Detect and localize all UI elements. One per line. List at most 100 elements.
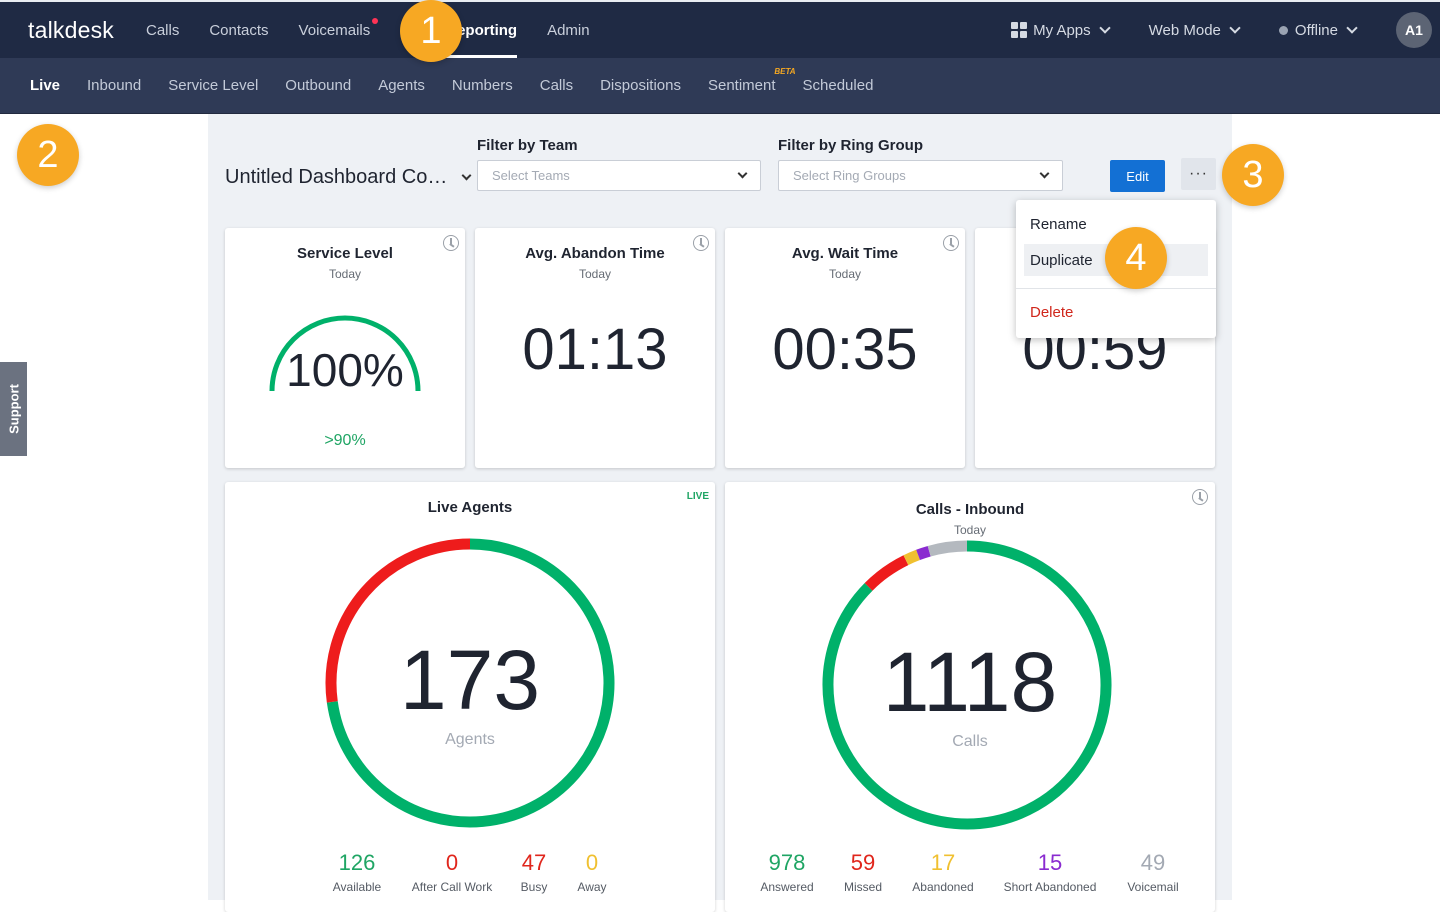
stat-label: Abandoned — [912, 880, 974, 894]
avatar[interactable]: A1 — [1396, 12, 1432, 48]
stat-value: 0 — [585, 850, 599, 875]
main-nav: Calls Contacts Voicemails Reporting Admi… — [146, 2, 620, 58]
stat-value: 126 — [338, 850, 376, 875]
stat-label: Answered — [760, 880, 814, 894]
stat-answered: 978 Answered — [755, 850, 819, 894]
clock-icon[interactable] — [443, 235, 459, 251]
card-title: Avg. Wait Time — [791, 245, 899, 262]
avg-wait-value: 00:35 — [772, 317, 918, 382]
nav-admin-label: Admin — [547, 21, 590, 39]
live-badge: LIVE — [686, 491, 709, 502]
chevron-down-icon — [737, 168, 748, 179]
filter-ring-placeholder: Select Ring Groups — [793, 168, 906, 183]
nav-voicemails-label: Voicemails — [298, 21, 371, 39]
gauge-arc — [269, 315, 421, 392]
card-subtitle: Today — [578, 267, 612, 281]
agents-unit: Agents — [445, 731, 495, 748]
filter-team-select[interactable]: Select Teams — [477, 160, 761, 191]
tab-dispositions[interactable]: Dispositions — [600, 77, 681, 94]
stat-value: 0 — [445, 850, 459, 875]
stat-value: 15 — [1037, 850, 1063, 875]
service-level-gauge — [269, 315, 421, 392]
chevron-down-icon — [461, 170, 472, 181]
stat-label: Available — [332, 880, 382, 894]
tab-outbound[interactable]: Outbound — [285, 77, 352, 94]
reporting-subnav: Live Inbound Service Level Outbound Agen… — [0, 58, 1440, 114]
dashboard-title: Untitled Dashboard Co… — [225, 166, 448, 188]
chevron-down-icon — [1229, 21, 1241, 34]
stat-after-call-work: 0 After Call Work — [402, 850, 502, 894]
nav-voicemails[interactable]: Voicemails — [298, 2, 379, 58]
tab-sentiment[interactable]: Sentiment BETA — [708, 67, 796, 94]
tab-calls[interactable]: Calls — [539, 77, 574, 94]
chevron-down-icon — [1346, 21, 1358, 34]
filter-ring-select[interactable]: Select Ring Groups — [778, 160, 1063, 191]
tab-numbers[interactable]: Numbers — [451, 77, 513, 94]
donut-segment-short-abandoned — [916, 545, 931, 561]
chevron-down-icon — [1039, 168, 1050, 179]
chevron-down-icon — [1098, 21, 1111, 34]
card-title: Live Agents — [427, 499, 513, 516]
web-mode-menu[interactable]: Web Mode — [1148, 21, 1241, 39]
menu-rename[interactable]: Rename — [1030, 215, 1087, 233]
support-tab[interactable]: Support — [0, 362, 27, 456]
nav-reporting-label: Reporting — [446, 21, 518, 39]
my-apps-menu[interactable]: My Apps — [1011, 21, 1111, 39]
clock-icon[interactable] — [943, 235, 959, 251]
menu-delete[interactable]: Delete — [1030, 303, 1074, 321]
tab-scheduled[interactable]: Scheduled — [802, 77, 874, 94]
live-agents-card[interactable]: Live Agents LIVE 173 Agents 126 Availabl… — [225, 482, 715, 912]
filter-team-placeholder: Select Teams — [492, 168, 570, 183]
stat-busy: 47 Busy — [514, 850, 554, 894]
clock-icon[interactable] — [693, 235, 709, 251]
stat-label: After Call Work — [411, 880, 493, 894]
calls-inbound-donut — [822, 540, 1112, 830]
step-badge-1: 1 — [400, 0, 462, 62]
apps-grid-icon — [1011, 22, 1028, 38]
stat-abandoned: 17 Abandoned — [908, 850, 978, 894]
stat-value: 49 — [1140, 850, 1166, 875]
clock-icon[interactable] — [1192, 489, 1208, 505]
tab-inbound[interactable]: Inbound — [87, 77, 142, 94]
filter-team-label: Filter by Team — [477, 137, 578, 154]
stat-label: Missed — [843, 880, 882, 894]
tab-service-level[interactable]: Service Level — [168, 77, 259, 94]
donut-segment-available — [326, 538, 615, 828]
stat-label: Short Abandoned — [1003, 880, 1097, 894]
nav-admin[interactable]: Admin — [547, 2, 590, 58]
avg-abandon-card[interactable]: Avg. Abandon Time Today 01:13 — [475, 228, 715, 468]
live-agents-donut — [325, 538, 615, 828]
web-mode-label: Web Mode — [1148, 21, 1221, 39]
more-options-button[interactable]: ··· — [1181, 158, 1216, 190]
service-level-target: >90% — [324, 432, 366, 449]
avg-wait-card[interactable]: Avg. Wait Time Today 00:35 — [725, 228, 965, 468]
stat-label: Away — [577, 880, 607, 894]
donut-segment-abandoned — [903, 549, 921, 566]
status-dot-icon — [1278, 25, 1288, 35]
stat-value: 978 — [768, 850, 806, 875]
tab-live[interactable]: Live — [30, 77, 61, 94]
step-badge-2: 2 — [17, 124, 79, 186]
step-badge-3: 3 — [1222, 144, 1284, 206]
stat-label: Voicemail — [1127, 880, 1179, 894]
edit-button[interactable]: Edit — [1110, 160, 1165, 192]
support-label: Support — [6, 384, 21, 434]
avg-abandon-value: 01:13 — [522, 317, 668, 382]
nav-contacts[interactable]: Contacts — [209, 2, 268, 58]
left-blank-area — [0, 114, 208, 900]
nav-calls[interactable]: Calls — [146, 2, 179, 58]
card-subtitle: Today — [328, 267, 362, 281]
donut-segment-voicemail — [927, 540, 968, 557]
donut-segment-answered — [822, 540, 1112, 830]
menu-divider — [1016, 288, 1216, 289]
nav-reporting[interactable]: Reporting — [446, 2, 517, 58]
talkdesk-logo[interactable]: talkdesk — [28, 17, 114, 43]
card-title: Service Level — [297, 245, 393, 262]
tab-agents[interactable]: Agents — [378, 77, 425, 94]
calls-inbound-card[interactable]: Calls - Inbound Today 1118 Calls 978 Ans… — [725, 482, 1215, 912]
status-menu[interactable]: Offline — [1278, 21, 1358, 39]
dashboard-selector[interactable]: Untitled Dashboard Co… — [225, 166, 472, 189]
service-level-card[interactable]: Service Level Today 100% >90% — [225, 228, 465, 468]
stat-away: 0 Away — [572, 850, 612, 894]
status-label: Offline — [1294, 21, 1338, 39]
